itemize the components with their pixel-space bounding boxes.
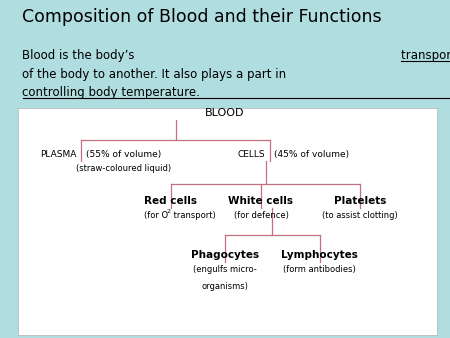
Text: PLASMA: PLASMA bbox=[40, 150, 76, 159]
Text: (form antibodies): (form antibodies) bbox=[283, 265, 356, 274]
Text: (straw-coloured liquid): (straw-coloured liquid) bbox=[76, 164, 171, 173]
Text: Platelets: Platelets bbox=[334, 196, 386, 206]
Text: Composition of Blood and their Functions: Composition of Blood and their Functions bbox=[22, 8, 382, 26]
Text: transport): transport) bbox=[171, 211, 215, 220]
Text: Red cells: Red cells bbox=[144, 196, 198, 206]
FancyBboxPatch shape bbox=[18, 108, 436, 335]
Text: (engulfs micro-: (engulfs micro- bbox=[193, 265, 257, 274]
Text: Phagocytes: Phagocytes bbox=[191, 250, 259, 260]
Text: organisms): organisms) bbox=[202, 282, 248, 291]
Text: (for O: (for O bbox=[144, 211, 168, 220]
Text: Lymphocytes: Lymphocytes bbox=[281, 250, 358, 260]
Text: transport system: transport system bbox=[401, 49, 450, 62]
Text: controlling body temperature.: controlling body temperature. bbox=[22, 86, 200, 99]
Text: Blood is the body’s: Blood is the body’s bbox=[22, 49, 139, 62]
Text: 2: 2 bbox=[167, 209, 171, 214]
Text: of the body to another. It also plays a part in: of the body to another. It also plays a … bbox=[22, 68, 290, 80]
Text: (55% of volume): (55% of volume) bbox=[86, 150, 161, 159]
Text: BLOOD: BLOOD bbox=[205, 108, 245, 118]
Text: (for defence): (for defence) bbox=[234, 211, 288, 220]
Text: (to assist clotting): (to assist clotting) bbox=[322, 211, 398, 220]
Text: CELLS: CELLS bbox=[238, 150, 266, 159]
Text: (45% of volume): (45% of volume) bbox=[274, 150, 350, 159]
Text: White cells: White cells bbox=[229, 196, 293, 206]
